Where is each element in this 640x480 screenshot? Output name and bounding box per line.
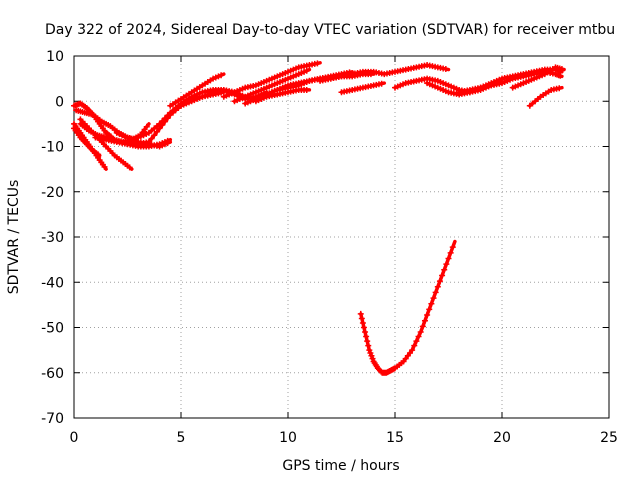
data-point bbox=[101, 163, 108, 170]
data-point bbox=[419, 323, 426, 330]
data-point bbox=[360, 324, 367, 331]
x-tick-label: 20 bbox=[493, 430, 511, 446]
data-point bbox=[363, 333, 370, 340]
data-point bbox=[434, 283, 441, 290]
data-point bbox=[151, 132, 158, 139]
x-tick-label: 5 bbox=[177, 430, 186, 446]
data-point bbox=[426, 306, 433, 313]
y-tick-label: 10 bbox=[46, 49, 64, 65]
y-tick-label: 0 bbox=[55, 94, 64, 110]
data-point bbox=[145, 138, 152, 145]
data-point bbox=[367, 349, 374, 356]
y-tick-label: -70 bbox=[41, 411, 64, 427]
data-point bbox=[449, 244, 456, 251]
data-point bbox=[556, 85, 563, 92]
data-point bbox=[445, 255, 452, 262]
data-point bbox=[358, 315, 365, 322]
x-axis-label: GPS time / hours bbox=[282, 458, 399, 474]
data-point bbox=[432, 289, 439, 296]
data-point bbox=[557, 72, 564, 79]
data-point bbox=[153, 128, 160, 135]
data-point bbox=[417, 329, 424, 336]
chart-title: Day 322 of 2024, Sidereal Day-to-day VTE… bbox=[45, 22, 615, 38]
y-tick-label: -60 bbox=[41, 366, 64, 382]
data-point bbox=[378, 80, 385, 87]
data-point bbox=[439, 272, 446, 279]
y-tick-label: -10 bbox=[41, 140, 64, 156]
grid-lines bbox=[74, 56, 609, 418]
x-tick-label: 25 bbox=[600, 430, 618, 446]
data-point bbox=[164, 140, 171, 147]
data-point bbox=[430, 295, 437, 302]
data-point bbox=[218, 72, 225, 79]
data-point bbox=[365, 342, 372, 349]
data-point bbox=[443, 261, 450, 268]
data-point bbox=[357, 310, 364, 317]
data-point bbox=[558, 66, 565, 73]
data-point bbox=[441, 266, 448, 273]
y-axis-label: SDTVAR / TECUs bbox=[6, 180, 22, 295]
data-point bbox=[303, 86, 310, 93]
data-point bbox=[415, 333, 422, 340]
data-point bbox=[143, 123, 150, 130]
data-point bbox=[364, 338, 371, 345]
y-tick-label: -30 bbox=[41, 230, 64, 246]
data-point bbox=[428, 300, 435, 307]
data-point bbox=[366, 347, 373, 354]
data-point bbox=[126, 164, 133, 171]
data-point bbox=[368, 352, 375, 359]
data-point bbox=[362, 329, 369, 336]
y-tick-label: -40 bbox=[41, 275, 64, 291]
data-point bbox=[369, 355, 376, 362]
data-point bbox=[303, 67, 310, 74]
data-point bbox=[424, 312, 431, 319]
y-tick-label: -20 bbox=[41, 185, 64, 201]
axis-ticks: 0 5 10 15 20 25 10 0 -10 -20 -30 -40 -50 -60 -70 bbox=[41, 49, 618, 446]
data-point bbox=[411, 342, 418, 349]
data-point bbox=[442, 66, 449, 73]
x-tick-label: 0 bbox=[70, 430, 79, 446]
data-point bbox=[409, 347, 416, 354]
x-tick-label: 10 bbox=[279, 430, 297, 446]
data-point bbox=[421, 317, 428, 324]
data-point bbox=[148, 135, 155, 142]
y-tick-label: -50 bbox=[41, 321, 64, 337]
data-point bbox=[413, 338, 420, 345]
data-point bbox=[314, 60, 321, 67]
data-point bbox=[95, 151, 102, 158]
x-tick-label: 15 bbox=[386, 430, 404, 446]
data-point bbox=[436, 278, 443, 285]
data-series bbox=[71, 60, 566, 376]
data-point bbox=[359, 319, 366, 326]
data-point bbox=[447, 249, 454, 256]
